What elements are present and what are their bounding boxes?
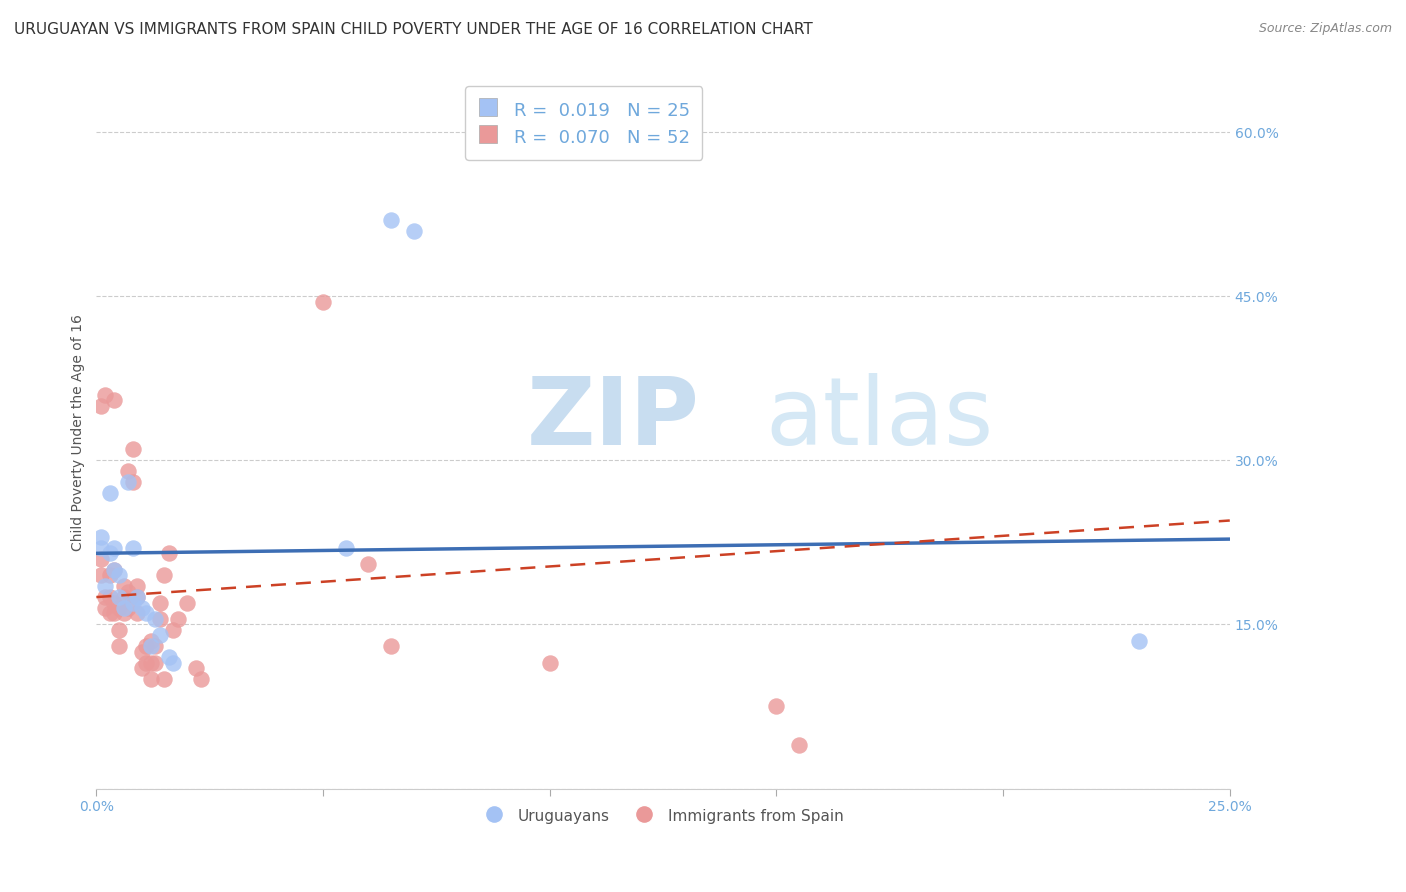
Point (112, 590, 135, 604)
Point (103, 596, 125, 610)
Point (121, 442, 143, 457)
Point (538, 656, 561, 670)
Point (149, 596, 172, 610)
Point (139, 672, 162, 686)
Point (190, 672, 212, 686)
Point (162, 656, 184, 670)
Point (143, 656, 166, 670)
Point (357, 558, 380, 572)
Point (143, 612, 166, 626)
Point (108, 623, 131, 637)
Point (117, 601, 139, 615)
Point (117, 475, 139, 490)
Point (90, 568, 112, 582)
Point (153, 672, 176, 686)
Point (135, 656, 157, 670)
Legend: Uruguayans, Immigrants from Spain: Uruguayans, Immigrants from Spain (474, 797, 852, 834)
Point (108, 640, 131, 654)
Point (149, 628, 172, 642)
Point (98, 486, 121, 500)
Point (131, 645, 153, 659)
Point (112, 579, 135, 593)
Point (127, 579, 149, 593)
Point (162, 623, 184, 637)
Point (139, 656, 162, 670)
Point (131, 661, 153, 675)
Point (153, 568, 176, 582)
Y-axis label: Child Poverty Under the Age of 16: Child Poverty Under the Age of 16 (72, 315, 86, 551)
Point (121, 596, 143, 610)
Text: atlas: atlas (765, 373, 993, 465)
Point (149, 612, 172, 626)
Point (94, 579, 117, 593)
Point (184, 661, 207, 675)
Point (90, 530, 112, 544)
Point (380, 640, 402, 654)
Point (112, 607, 135, 621)
Point (139, 640, 162, 654)
Point (157, 546, 180, 560)
Text: Source: ZipAtlas.com: Source: ZipAtlas.com (1258, 22, 1392, 36)
Point (108, 568, 131, 582)
Point (143, 640, 166, 654)
Point (380, 212, 402, 227)
Point (98, 568, 121, 582)
Point (94, 601, 117, 615)
Point (103, 393, 125, 408)
Point (402, 224, 425, 238)
Point (117, 464, 139, 478)
Point (127, 590, 149, 604)
Point (103, 541, 125, 555)
Point (108, 601, 131, 615)
Point (765, 699, 787, 714)
Point (157, 650, 180, 665)
Point (787, 738, 810, 752)
Point (167, 612, 190, 626)
Point (131, 601, 153, 615)
Text: ZIP: ZIP (527, 373, 700, 465)
Point (98, 607, 121, 621)
Point (127, 590, 149, 604)
Point (121, 475, 143, 490)
Point (94, 590, 117, 604)
Point (312, 294, 335, 309)
Point (90, 541, 112, 555)
Point (112, 601, 135, 615)
Point (1128, 633, 1150, 648)
Point (103, 563, 125, 577)
Point (90, 551, 112, 566)
Point (139, 633, 162, 648)
Point (335, 541, 357, 555)
Point (135, 607, 157, 621)
Text: URUGUAYAN VS IMMIGRANTS FROM SPAIN CHILD POVERTY UNDER THE AGE OF 16 CORRELATION: URUGUAYAN VS IMMIGRANTS FROM SPAIN CHILD… (14, 22, 813, 37)
Point (135, 640, 157, 654)
Point (103, 607, 125, 621)
Point (98, 590, 121, 604)
Point (108, 590, 131, 604)
Point (176, 596, 198, 610)
Point (90, 399, 112, 413)
Point (103, 563, 125, 577)
Point (117, 584, 139, 599)
Point (98, 546, 121, 560)
Point (121, 541, 143, 555)
Point (94, 387, 117, 401)
Point (127, 607, 149, 621)
